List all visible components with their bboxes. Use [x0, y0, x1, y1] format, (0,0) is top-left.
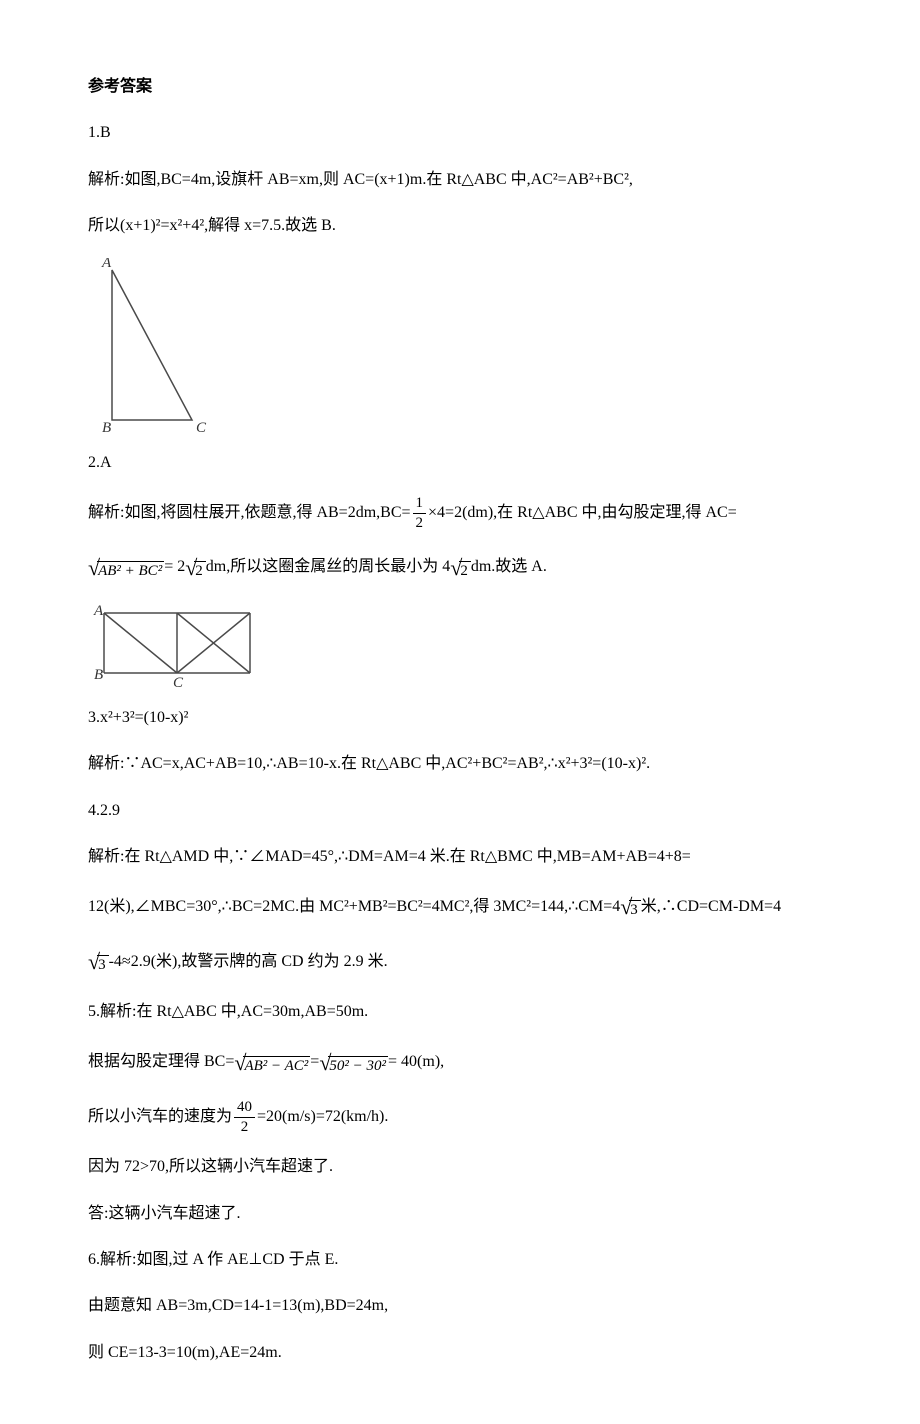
q5-p3: 所以小汽车的速度为 40 2 =20(m/s)=72(km/h).	[88, 1098, 832, 1136]
svg-text:A: A	[93, 603, 104, 619]
q2-answer: 2.A	[88, 448, 832, 478]
q5-p3-pre: 所以小汽车的速度为	[88, 1098, 232, 1136]
radicand: 3	[97, 955, 109, 973]
radicand: AB² + BC²	[97, 561, 164, 579]
q2-mid: dm,所以这圈金属丝的周长最小为 4	[206, 548, 450, 586]
q5-p2-pre: 根据勾股定理得 BC=	[88, 1043, 234, 1081]
q6-p3: 则 CE=13-3=10(m),AE=24m.	[88, 1338, 832, 1368]
radicand: 2	[459, 561, 471, 579]
q3-explain: 解析:∵AC=x,AC+AB=10,∴AB=10-x.在 Rt△ABC 中,AC…	[88, 749, 832, 779]
svg-text:B: B	[102, 420, 111, 433]
q5-p5: 答:这辆小汽车超速了.	[88, 1199, 832, 1229]
svg-text:B: B	[94, 667, 103, 683]
q2-p1-post: ×4=2(dm),在 Rt△ABC 中,由勾股定理,得 AC=	[428, 494, 737, 532]
frac-den: 2	[413, 514, 427, 531]
q5-p1: 5.解析:在 Rt△ABC 中,AC=30m,AB=50m.	[88, 997, 832, 1027]
q2-sqrt2a: √ 2	[185, 557, 206, 579]
svg-text:A: A	[101, 258, 112, 271]
q4-p1: 解析:在 Rt△AMD 中,∵∠MAD=45°,∴DM=AM=4 米.在 Rt△…	[88, 842, 832, 872]
q2-p1-pre: 解析:如图,将圆柱展开,依题意,得 AB=2dm,BC=	[88, 494, 411, 532]
q4-p2-pre: 12(米),∠MBC=30°,∴BC=2MC.由 MC²+MB²=BC²=4MC…	[88, 888, 620, 926]
header-title: 参考答案	[88, 72, 832, 102]
q6-p2: 由题意知 AB=3m,CD=14-1=13(m),BD=24m,	[88, 1291, 832, 1321]
q2-eq: = 2	[164, 548, 185, 586]
q2-sqrt-abbc: √ AB² + BC²	[88, 557, 164, 579]
q1-answer: 1.B	[88, 118, 832, 148]
radicand: 3	[629, 900, 641, 918]
q5-p3-post: =20(m/s)=72(km/h).	[257, 1098, 388, 1136]
frac-den: 2	[238, 1118, 252, 1135]
q4-answer: 4.2.9	[88, 796, 832, 826]
q4-p2: 12(米),∠MBC=30°,∴BC=2MC.由 MC²+MB²=BC²=4MC…	[88, 888, 832, 926]
q2-figure: A B C	[92, 603, 832, 693]
q3-answer: 3.x²+3²=(10-x)²	[88, 703, 832, 733]
radicand: 2	[194, 561, 206, 579]
frac-num: 40	[234, 1100, 255, 1118]
q2-frac-half: 1 2	[413, 496, 427, 531]
svg-text:C: C	[196, 420, 207, 433]
q5-sqrt-ab-ac: √ AB² − AC²	[234, 1052, 310, 1074]
q1-figure: A B C	[92, 258, 832, 438]
radicand: AB² − AC²	[243, 1056, 310, 1074]
q5-p4: 因为 72>70,所以这辆小汽车超速了.	[88, 1152, 832, 1182]
q6-p1: 6.解析:如图,过 A 作 AE⊥CD 于点 E.	[88, 1245, 832, 1275]
q4-p2-post: 米,∴CD=CM-DM=4	[641, 888, 781, 926]
q5-p2: 根据勾股定理得 BC= √ AB² − AC² = √ 50² − 30² = …	[88, 1043, 832, 1081]
q2-explain1: 解析:如图,将圆柱展开,依题意,得 AB=2dm,BC= 1 2 ×4=2(dm…	[88, 494, 832, 532]
q5-eq: =	[310, 1043, 319, 1081]
q5-p2-post: = 40(m),	[388, 1043, 444, 1081]
svg-text:C: C	[173, 675, 184, 688]
q2-end: dm.故选 A.	[471, 548, 547, 586]
q5-frac: 40 2	[234, 1100, 255, 1135]
q1-explain1: 解析:如图,BC=4m,设旗杆 AB=xm,则 AC=(x+1)m.在 Rt△A…	[88, 165, 832, 195]
q4-p3-post: -4≈2.9(米),故警示牌的高 CD 约为 2.9 米.	[109, 943, 388, 981]
q4-sqrt3b: √ 3	[88, 951, 109, 973]
q2-explain2: √ AB² + BC² = 2 √ 2 dm,所以这圈金属丝的周长最小为 4 √…	[88, 548, 832, 586]
q2-sqrt2b: √ 2	[450, 557, 471, 579]
q4-p3: √ 3 -4≈2.9(米),故警示牌的高 CD 约为 2.9 米.	[88, 943, 832, 981]
q5-sqrt-nums: √ 50² − 30²	[319, 1052, 388, 1074]
q1-explain2: 所以(x+1)²=x²+4²,解得 x=7.5.故选 B.	[88, 211, 832, 241]
frac-num: 1	[413, 496, 427, 514]
q4-sqrt3a: √ 3	[620, 896, 641, 918]
radicand: 50² − 30²	[328, 1056, 388, 1074]
